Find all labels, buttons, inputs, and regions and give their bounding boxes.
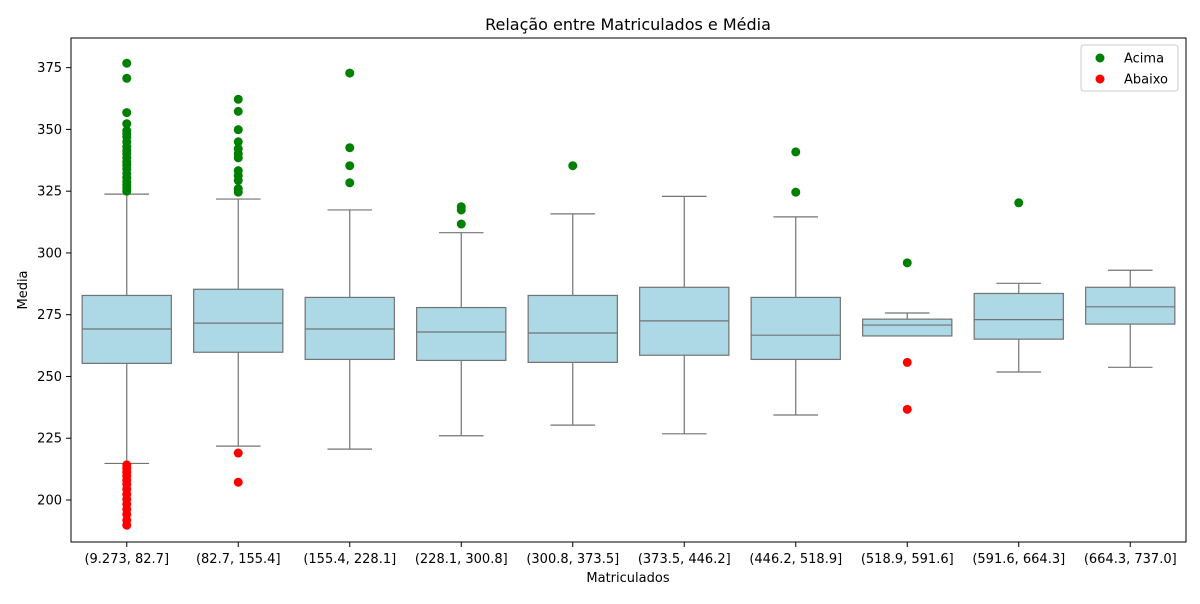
point-acima bbox=[233, 106, 243, 116]
box bbox=[527, 294, 618, 363]
x-tick-label: (373.5, 446.2] bbox=[638, 552, 731, 567]
x-tick-label: (155.4, 228.1] bbox=[303, 552, 396, 567]
box bbox=[750, 296, 841, 361]
point-acima bbox=[456, 205, 466, 215]
box bbox=[973, 292, 1064, 340]
y-axis-label: Media bbox=[16, 270, 31, 309]
x-tick-label: (591.6, 664.3] bbox=[972, 552, 1065, 567]
point-acima bbox=[791, 187, 801, 197]
y-tick-label: 300 bbox=[37, 246, 62, 261]
box bbox=[1085, 286, 1176, 325]
x-axis-label: Matriculados bbox=[586, 571, 669, 586]
point-acima bbox=[122, 108, 132, 118]
x-axis: (9.273, 82.7] (82.7, 155.4] (155.4, 228.1]… bbox=[84, 542, 1177, 567]
box bbox=[304, 296, 395, 361]
point-acima bbox=[568, 161, 578, 171]
point-acima bbox=[122, 186, 132, 196]
legend: Acima Abaixo bbox=[1080, 44, 1179, 92]
legend-marker bbox=[1095, 53, 1105, 63]
point-acima bbox=[233, 176, 243, 186]
point-abaixo bbox=[233, 477, 243, 487]
box-group bbox=[639, 195, 730, 435]
series-abaixo bbox=[122, 357, 912, 530]
box-group bbox=[193, 198, 284, 447]
point-abaixo bbox=[233, 448, 243, 458]
x-tick-label: (518.9, 591.6] bbox=[861, 552, 954, 567]
box-group bbox=[304, 209, 395, 450]
point-acima bbox=[122, 58, 132, 68]
x-tick-label: (300.8, 373.5] bbox=[526, 552, 619, 567]
legend-marker bbox=[1095, 74, 1105, 84]
y-tick-label: 325 bbox=[37, 185, 62, 200]
point-acima bbox=[122, 119, 132, 129]
y-tick-label: 275 bbox=[37, 308, 62, 323]
x-tick-label: (446.2, 518.9] bbox=[749, 552, 842, 567]
y-tick-label: 350 bbox=[37, 123, 62, 138]
point-acima bbox=[233, 153, 243, 163]
point-acima bbox=[233, 125, 243, 135]
box-group bbox=[1085, 269, 1176, 368]
y-tick-label: 225 bbox=[37, 432, 62, 447]
y-tick-label: 200 bbox=[37, 494, 62, 509]
chart-title: Relação entre Matriculados e Média bbox=[485, 15, 771, 34]
point-abaixo bbox=[122, 520, 132, 530]
point-acima bbox=[233, 187, 243, 197]
plot-area bbox=[81, 58, 1176, 530]
x-tick-label: (9.273, 82.7] bbox=[84, 552, 169, 567]
point-acima bbox=[345, 178, 355, 188]
y-tick-label: 375 bbox=[37, 61, 62, 76]
point-acima bbox=[1014, 198, 1024, 208]
point-abaixo bbox=[902, 404, 912, 414]
point-acima bbox=[233, 137, 243, 147]
box bbox=[862, 318, 953, 337]
box-group bbox=[750, 216, 841, 416]
y-axis: 200 225 250 275 300 325 350 375 bbox=[37, 61, 71, 509]
legend-frame bbox=[1080, 44, 1179, 92]
point-acima bbox=[902, 258, 912, 268]
box bbox=[193, 288, 284, 353]
box-group bbox=[527, 213, 618, 426]
x-tick-label: (228.1, 300.8] bbox=[415, 552, 508, 567]
point-acima bbox=[345, 68, 355, 78]
x-tick-label: (82.7, 155.4] bbox=[196, 552, 281, 567]
point-acima bbox=[791, 147, 801, 157]
box bbox=[416, 306, 507, 362]
plot-frame bbox=[70, 37, 1187, 543]
point-acima bbox=[233, 94, 243, 104]
box-group bbox=[973, 282, 1064, 373]
point-acima bbox=[122, 73, 132, 83]
point-acima bbox=[345, 143, 355, 153]
point-acima bbox=[456, 219, 466, 229]
box-group bbox=[81, 193, 172, 465]
series-acima bbox=[122, 58, 1024, 268]
point-abaixo bbox=[902, 357, 912, 367]
legend-label: Acima bbox=[1124, 52, 1164, 67]
point-acima bbox=[345, 161, 355, 171]
x-tick-label: (664.3, 737.0] bbox=[1084, 552, 1177, 567]
y-tick-label: 250 bbox=[37, 370, 62, 385]
legend-label: Abaixo bbox=[1124, 73, 1168, 88]
box-group bbox=[862, 312, 953, 337]
box-group bbox=[416, 232, 507, 437]
